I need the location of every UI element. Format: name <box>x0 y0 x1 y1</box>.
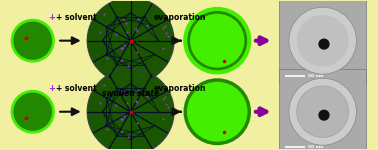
Text: evaporation: evaporation <box>153 13 206 22</box>
Bar <box>279 69 366 150</box>
Text: swollen state: swollen state <box>102 90 159 99</box>
Ellipse shape <box>318 110 330 121</box>
Ellipse shape <box>12 91 53 132</box>
Ellipse shape <box>289 78 356 145</box>
Ellipse shape <box>87 0 174 84</box>
Ellipse shape <box>297 86 349 137</box>
Ellipse shape <box>318 39 330 50</box>
Ellipse shape <box>185 80 249 143</box>
Ellipse shape <box>12 20 53 61</box>
Text: +: + <box>48 84 55 93</box>
Ellipse shape <box>297 15 349 66</box>
Ellipse shape <box>190 14 245 68</box>
Text: 50 nm: 50 nm <box>308 145 323 149</box>
Text: +: + <box>48 13 55 22</box>
Ellipse shape <box>185 9 249 72</box>
Text: 50 nm: 50 nm <box>308 74 323 78</box>
Ellipse shape <box>289 7 356 74</box>
Bar <box>279 0 366 84</box>
Text: + solvent: + solvent <box>56 13 96 22</box>
Text: evaporation: evaporation <box>153 84 206 93</box>
Ellipse shape <box>87 69 174 150</box>
Text: + solvent: + solvent <box>56 84 96 93</box>
